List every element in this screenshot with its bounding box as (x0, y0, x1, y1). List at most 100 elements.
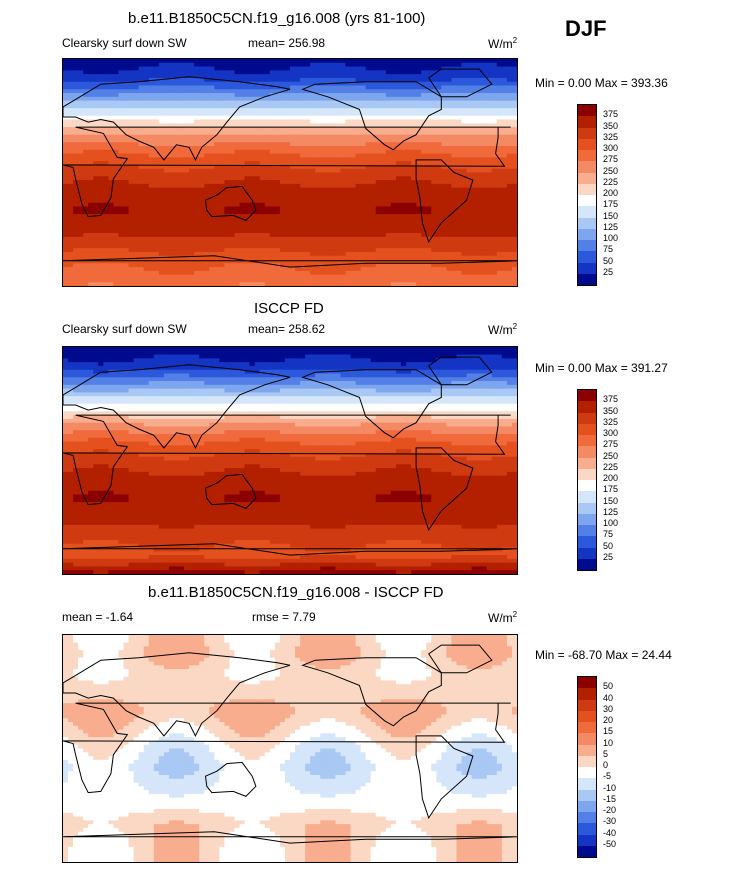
panel1-cell (345, 217, 352, 223)
panel1-cell (229, 267, 236, 272)
panel1-cell (68, 66, 74, 71)
panel1-cell (103, 229, 109, 234)
panel1-cell (310, 66, 316, 71)
panel1-cell (390, 202, 397, 208)
panel1-cell (491, 191, 498, 196)
panel1-cell (431, 214, 437, 219)
panel1-cell (194, 180, 200, 185)
panel1-cell (83, 259, 89, 264)
panel1-cell (380, 183, 387, 189)
panel1-cell (163, 138, 170, 143)
panel1-cell (426, 225, 432, 230)
panel1-cell (466, 202, 473, 208)
panel1-cell (194, 77, 200, 83)
panel1-cell (295, 142, 301, 147)
panel1-cell (274, 176, 281, 181)
panel1-cell (269, 240, 276, 245)
panel1-cell (496, 263, 503, 268)
panel1-cell (93, 206, 99, 211)
panel1-cell (168, 146, 175, 151)
panel1-cell (411, 100, 417, 105)
panel1-cell (239, 267, 246, 272)
panel1-cell (284, 210, 291, 215)
panel1-cell (88, 127, 94, 132)
panel1-cell (385, 191, 392, 196)
panel1-cell (254, 236, 261, 242)
panel1-cell (411, 180, 417, 185)
panel1-cell (63, 263, 69, 268)
panel1-cell (194, 89, 200, 94)
panel1-cell (300, 206, 306, 211)
panel1-cell (274, 172, 281, 177)
panel1-cell (184, 210, 190, 215)
panel1-cell (224, 229, 231, 234)
panel1-cell (340, 172, 347, 177)
panel1-cell (133, 111, 140, 117)
panel1-cell (436, 221, 442, 227)
panel1-cell (108, 74, 115, 79)
panel1-cell (73, 66, 79, 71)
panel1-cell (426, 62, 432, 68)
panel1-cell (153, 127, 160, 132)
panel1-cell (325, 236, 331, 242)
panel1-cell (254, 127, 261, 132)
panel1-cell (93, 89, 99, 94)
panel1-cell (118, 217, 125, 223)
panel1-cell (395, 138, 402, 143)
panel1-cell (138, 77, 145, 83)
panel1-cell (335, 233, 342, 238)
panel1-cell (274, 168, 281, 174)
panel1-cell (224, 225, 231, 230)
panel1-cell (274, 221, 281, 227)
panel1-cell (63, 225, 69, 230)
panel1-cell (426, 229, 432, 234)
panel1-cell (163, 187, 170, 193)
panel1-cell (108, 93, 115, 98)
panel1-cell (148, 81, 155, 87)
panel1-cell (189, 255, 195, 261)
panel1-cell (163, 240, 170, 245)
panel1-cell (380, 100, 387, 105)
panel1-cell (471, 198, 478, 204)
panel1-cell (416, 206, 422, 211)
panel1-cell (300, 251, 306, 257)
panel1-cell (284, 214, 291, 219)
panel1-cell (153, 93, 160, 98)
panel1-cell (491, 85, 498, 90)
panel1-cell (476, 70, 483, 75)
panel1-cell (204, 123, 210, 128)
panel1-cell (330, 81, 336, 87)
panel1-cell (93, 157, 99, 162)
panel1-cell (234, 111, 241, 117)
panel1-cell (128, 111, 135, 117)
panel1-cell (204, 81, 210, 87)
panel1-cell (335, 62, 342, 68)
panel1-cell (249, 221, 256, 227)
panel1-cell (295, 70, 301, 75)
panel1-cell (390, 70, 397, 75)
panel1-cell (219, 108, 226, 113)
panel1-cell (93, 77, 99, 83)
panel1-cell (229, 161, 236, 166)
panel1-cell (98, 244, 104, 249)
panel1-cell (395, 115, 402, 121)
panel1-cell (63, 210, 69, 215)
panel1-cell (345, 142, 352, 147)
panel1-cell (123, 149, 130, 155)
panel1-cell (385, 172, 392, 177)
panel1-cell (360, 217, 367, 223)
panel1-cell (184, 77, 190, 83)
panel1-cell (456, 236, 463, 242)
panel1-cell (421, 100, 427, 105)
panel1-cell (103, 89, 109, 94)
panel1-cell (189, 202, 195, 208)
panel1-cell (365, 146, 372, 151)
panel1-cell (446, 198, 453, 204)
panel1-cell (88, 164, 94, 170)
panel1-cell (88, 172, 94, 177)
panel1-cell (173, 187, 180, 193)
panel1-cell (254, 225, 261, 230)
panel1-cell (426, 153, 432, 158)
panel1-cell (395, 229, 402, 234)
panel1-cell (295, 66, 301, 71)
